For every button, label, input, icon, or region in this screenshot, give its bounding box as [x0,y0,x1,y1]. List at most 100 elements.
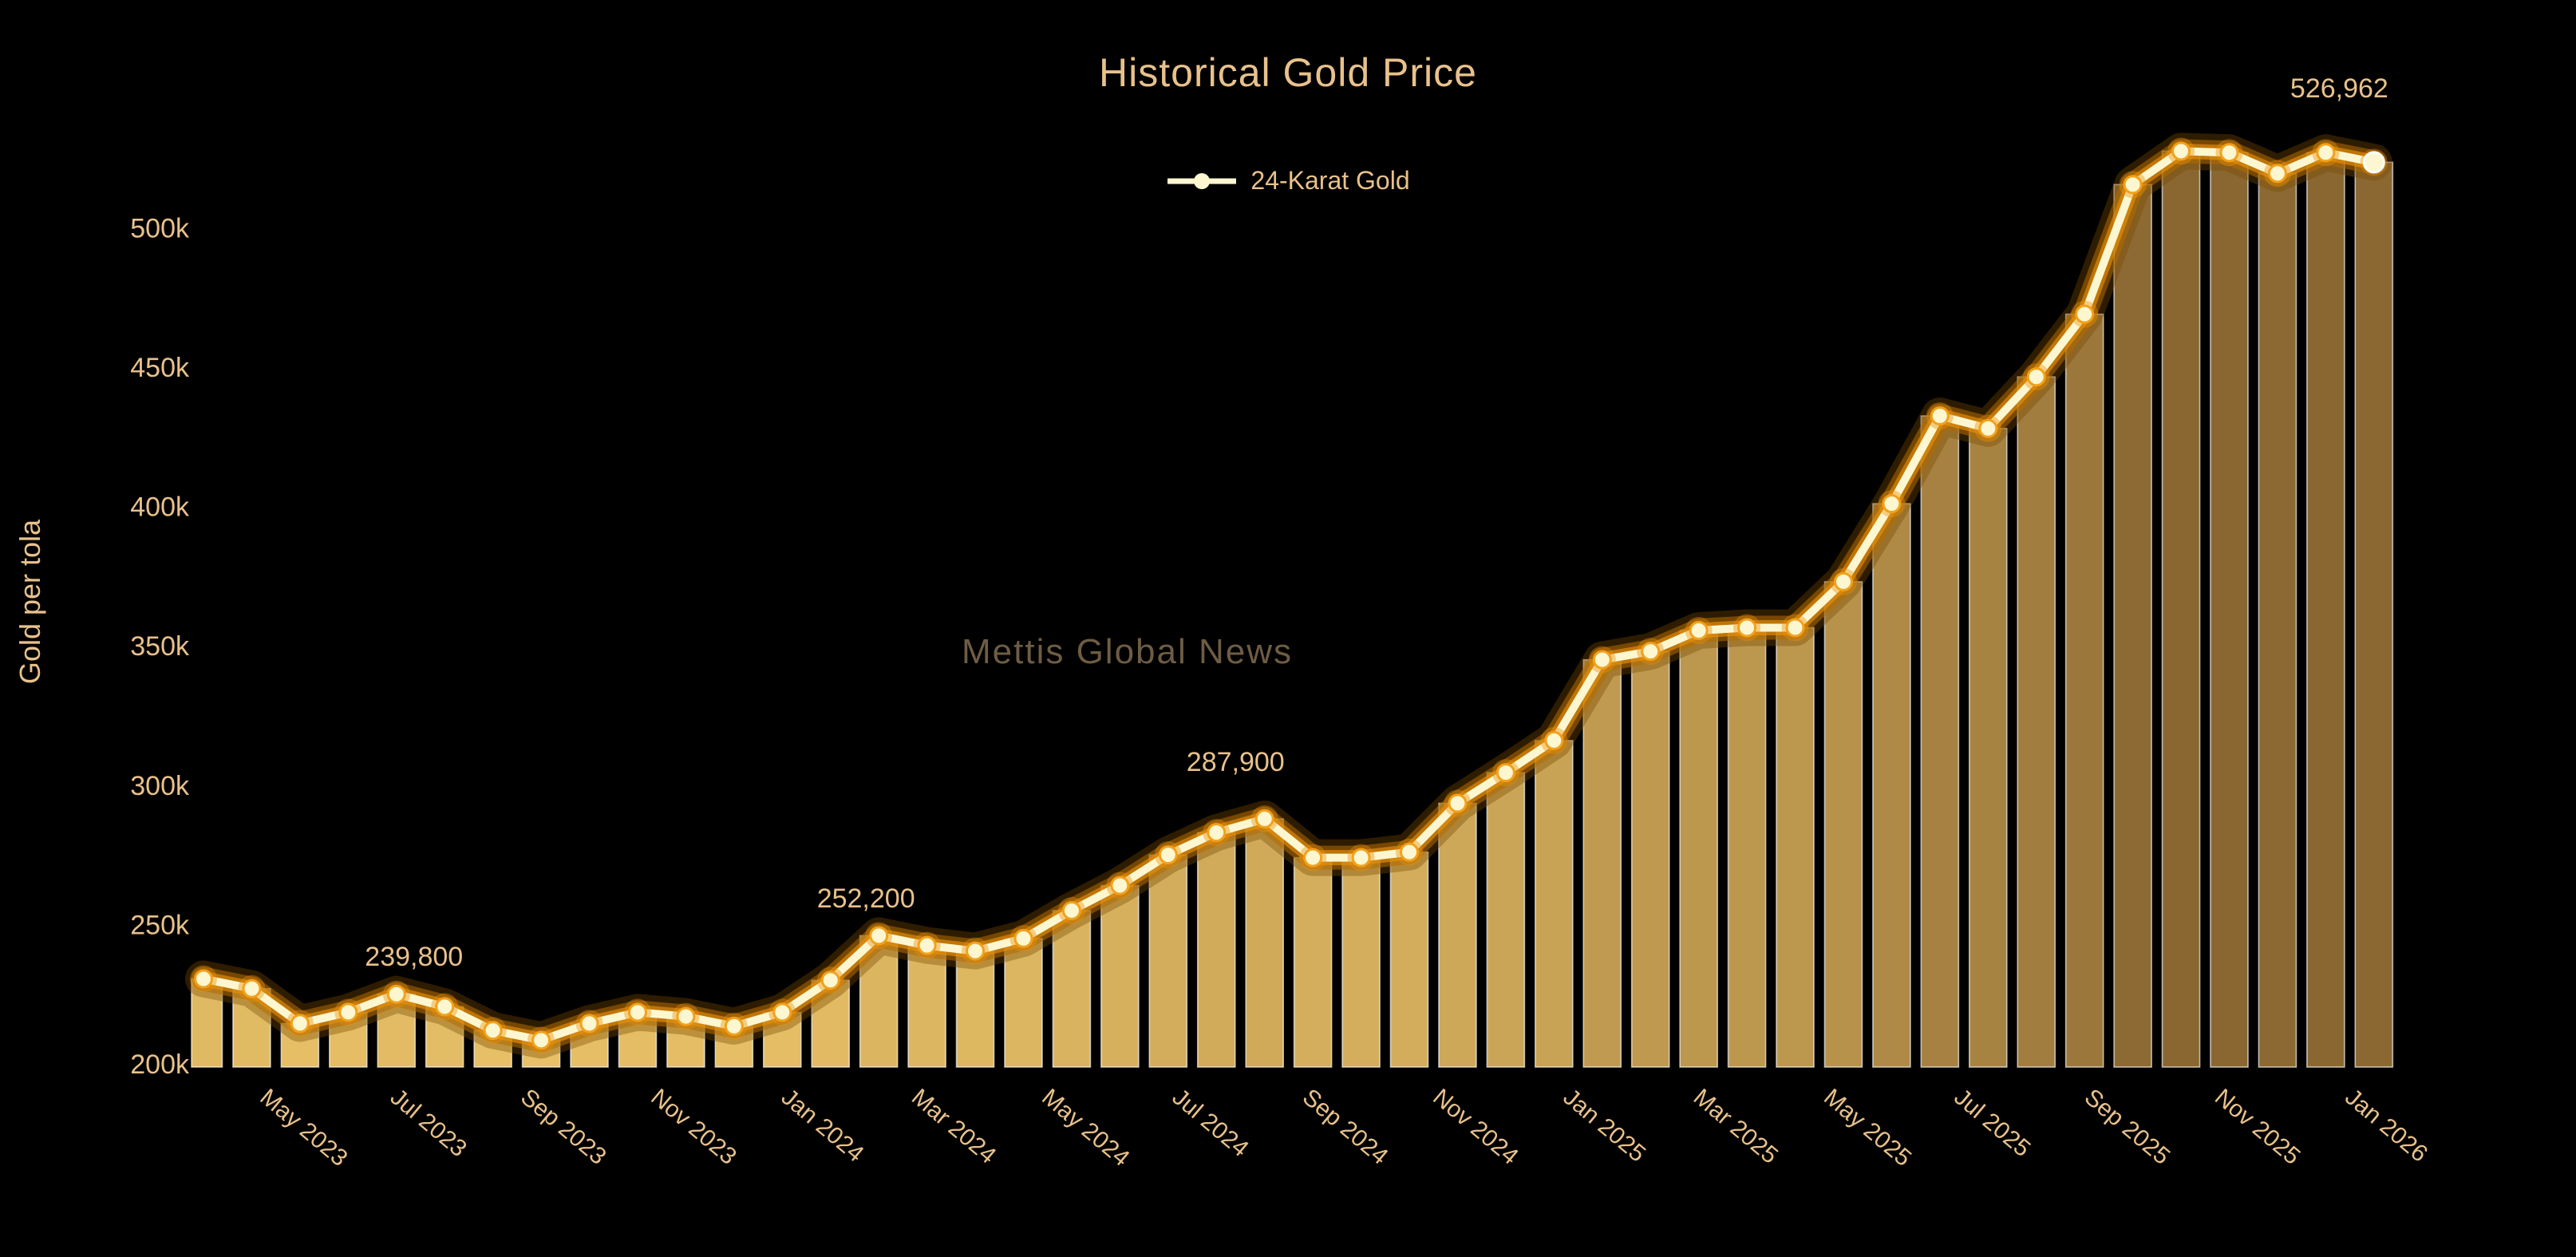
bar[interactable] [1052,910,1092,1068]
x-tick-label: Jan 2025 [1559,1084,1651,1168]
legend[interactable]: 24-Karat Gold [0,166,2576,196]
bar[interactable] [1486,772,1526,1068]
y-axis-title: Gold per tola [14,519,46,685]
data-point[interactable] [724,1016,744,1036]
bar[interactable] [955,950,995,1068]
bar[interactable] [2017,376,2056,1068]
data-point[interactable] [772,1002,792,1022]
y-tick-label: 400k [130,492,190,523]
bar[interactable] [1535,740,1574,1068]
data-point[interactable] [483,1021,503,1041]
data-point[interactable] [1351,848,1371,868]
bar[interactable] [1630,650,1670,1068]
data-point[interactable] [2026,367,2046,387]
data-point[interactable] [194,969,213,989]
y-axis-tick-labels: 500k 450k 400k 350k 300k 250k 200k [130,213,190,1080]
data-point[interactable] [579,1014,599,1034]
data-point[interactable] [1544,730,1564,750]
bar[interactable] [1100,884,1140,1068]
data-point[interactable] [1737,618,1757,638]
x-tick-label: May 2023 [255,1084,353,1172]
bar[interactable] [1389,851,1429,1068]
data-point[interactable] [1930,406,1950,426]
data-point[interactable] [1978,418,1998,438]
bar[interactable] [907,944,946,1068]
bar[interactable] [1679,630,1718,1068]
bar[interactable] [1727,627,1767,1068]
x-tick-label: Jan 2024 [776,1084,869,1168]
x-tick-label: Mar 2024 [907,1084,1001,1169]
bar[interactable] [1196,832,1236,1068]
data-point[interactable] [820,970,840,990]
data-point[interactable] [2267,164,2287,184]
bar[interactable] [1872,503,1911,1068]
data-point-latest[interactable] [2362,151,2385,174]
bar[interactable] [1245,818,1284,1068]
data-point[interactable] [386,984,406,1004]
data-point[interactable] [1400,842,1419,862]
bar[interactable] [1293,856,1333,1068]
bar[interactable] [1582,658,1622,1068]
data-point[interactable] [1013,928,1033,948]
data-point[interactable] [1592,650,1612,670]
y-tick-label: 200k [130,1049,190,1080]
data-point[interactable] [242,978,262,998]
data-point[interactable] [531,1030,551,1050]
bar[interactable] [2064,313,2104,1068]
legend-line-icon [1167,172,1237,189]
bar[interactable] [1968,428,2008,1068]
data-point[interactable] [1254,809,1274,829]
data-point[interactable] [676,1006,696,1026]
data-point[interactable] [1061,900,1081,920]
bar[interactable] [2210,152,2249,1068]
bar[interactable] [2161,150,2201,1068]
data-point[interactable] [2316,143,2336,163]
data-point[interactable] [966,941,986,961]
data-point[interactable] [1448,793,1468,813]
bar[interactable] [2306,152,2345,1068]
bar[interactable] [1438,802,1477,1068]
y-tick-label: 450k [130,353,190,383]
watermark: Mettis Global News [962,632,1294,671]
data-point[interactable] [2123,175,2143,195]
data-point[interactable] [1882,494,1902,514]
x-tick-label: Nov 2023 [646,1084,741,1170]
data-point[interactable] [869,926,889,946]
data-point[interactable] [1833,571,1853,591]
data-point[interactable] [338,1002,358,1022]
bar[interactable] [1004,938,1043,1068]
data-point[interactable] [917,935,937,955]
data-point[interactable] [1207,823,1227,843]
x-tick-label: May 2025 [1819,1084,1916,1172]
y-tick-label: 300k [130,771,190,801]
data-point[interactable] [2219,143,2239,163]
bar[interactable] [1341,856,1381,1068]
data-point[interactable] [627,1002,647,1022]
x-tick-label: Jul 2023 [385,1084,472,1162]
data-point[interactable] [1495,763,1515,783]
data-point[interactable] [1785,618,1805,638]
bar[interactable] [1823,581,1863,1068]
bar[interactable] [1148,854,1188,1068]
bar[interactable] [2258,172,2297,1068]
annotations-layer: 239,800 252,200 287,900 526,962 [365,73,2388,972]
data-point[interactable] [1641,642,1661,662]
peak-annotation: 526,962 [2290,73,2388,104]
data-point[interactable] [2171,141,2191,161]
data-point[interactable] [1303,848,1323,868]
bar[interactable] [2354,161,2394,1068]
data-point[interactable] [290,1014,310,1034]
bar[interactable] [1776,627,1815,1068]
data-point[interactable] [435,997,455,1017]
y-tick-label: 500k [130,213,190,243]
data-point[interactable] [1689,620,1709,640]
bar[interactable] [1920,415,1960,1068]
bar[interactable] [2113,184,2152,1068]
data-point[interactable] [2075,304,2095,324]
x-tick-label: Sep 2025 [2080,1084,2175,1170]
data-point[interactable] [1158,845,1178,865]
peak-annotation: 252,200 [817,883,915,914]
data-point[interactable] [1110,876,1130,895]
x-tick-label: Nov 2025 [2210,1084,2305,1170]
